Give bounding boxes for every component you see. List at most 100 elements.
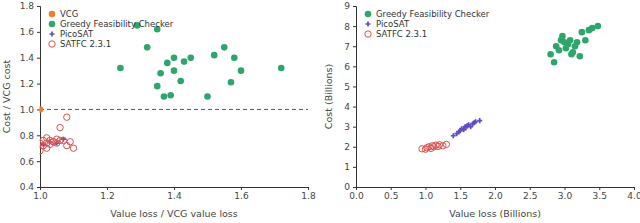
tick-mark: [37, 58, 40, 59]
point: [559, 33, 566, 40]
tick-mark: [426, 187, 427, 190]
tick-label: 6: [344, 62, 350, 72]
tick: 0.0: [349, 187, 364, 201]
point: [477, 118, 482, 123]
chart: 1.01.21.41.61.80.40.60.81.01.21.41.61.8V…: [1, 1, 316, 219]
tick-label: 0.4: [20, 182, 35, 192]
point: [181, 58, 188, 65]
plot-area: [40, 22, 308, 154]
tick: 1.2: [20, 79, 40, 89]
tick-mark: [241, 187, 242, 190]
tick: 2.0: [488, 187, 503, 201]
tick: 3.5: [593, 187, 607, 201]
y-axis-title: Cost (Billions): [323, 64, 334, 129]
reference-line: [40, 109, 308, 110]
tick-label: 1.2: [100, 191, 114, 201]
tick: 5: [344, 82, 356, 92]
tick-label: 4.0: [627, 191, 640, 201]
point: [57, 124, 63, 130]
point: [238, 67, 245, 74]
tick: 3.0: [558, 187, 573, 201]
legend-marker: [365, 31, 371, 37]
point: [556, 47, 563, 54]
tick-label: 1.4: [20, 53, 35, 63]
tick: 1.8: [301, 187, 316, 201]
point: [221, 44, 228, 51]
tick: 2: [344, 142, 356, 152]
tick-label: 1.0: [20, 105, 35, 115]
legend-entry: PicoSAT: [365, 19, 409, 29]
tick: 0.4: [20, 182, 40, 192]
point: [144, 44, 151, 51]
legend-marker: [49, 11, 56, 18]
y-axis-title: Cost / VCG cost: [1, 59, 12, 133]
point: [44, 135, 50, 141]
tick: 4.0: [627, 187, 640, 201]
legend-entry: VCG: [49, 9, 79, 19]
tick: 6: [344, 62, 356, 72]
tick-mark: [634, 187, 635, 190]
legend-entry: Greedy Feasibility Checker: [49, 19, 174, 29]
point: [204, 93, 211, 100]
tick-label: 1.0: [33, 191, 48, 201]
tick-label: 2.5: [523, 191, 537, 201]
point: [567, 37, 574, 44]
legend: VCGGreedy Feasibility CheckerPicoSATSATF…: [49, 9, 174, 49]
point: [211, 52, 218, 59]
tick-mark: [353, 6, 356, 7]
tick: 1.6: [234, 187, 249, 201]
legend-entry: SATFC 2.3.1: [49, 39, 111, 49]
tick-label: 1.8: [301, 191, 316, 201]
legend-label: Greedy Feasibility Checker: [60, 19, 174, 29]
tick-mark: [353, 46, 356, 47]
legend-label: SATFC 2.3.1: [60, 39, 111, 49]
tick-label: 1.2: [20, 79, 34, 89]
tick: 1.0: [419, 187, 434, 201]
tick: 1.6: [20, 27, 40, 37]
tick-mark: [565, 187, 566, 190]
tick-mark: [353, 167, 356, 168]
tick: 1.0: [33, 187, 48, 201]
point: [547, 51, 554, 58]
tick-mark: [174, 187, 175, 190]
tick-mark: [391, 187, 392, 190]
series: [547, 23, 601, 66]
figure: 1.01.21.41.61.80.40.60.81.01.21.41.61.8V…: [0, 0, 640, 223]
tick: 1.4: [20, 53, 40, 63]
legend-label: VCG: [60, 9, 78, 19]
tick-label: 2: [344, 142, 350, 152]
tick: 9: [344, 1, 356, 11]
tick-label: 0.8: [20, 131, 35, 141]
point: [64, 142, 70, 148]
legend: Greedy Feasibility CheckerPicoSATSATFC 2…: [365, 9, 490, 39]
point: [570, 49, 577, 56]
x-axis-title: Value loss / VCG value loss: [110, 208, 238, 219]
tick-label: 3.0: [558, 191, 573, 201]
point: [161, 93, 168, 100]
tick-mark: [530, 187, 531, 190]
axis-line: [353, 7, 357, 188]
legend-label: PicoSAT: [376, 19, 410, 29]
legend-marker: [365, 21, 370, 26]
axis-line: [41, 188, 309, 191]
x-axis: 0.0 0.5 1.0 1.5 2.0 2.5 3.0 3.5 4.0: [349, 187, 640, 201]
y-axis: 0123456789: [344, 1, 356, 192]
point: [595, 23, 602, 30]
tick: 0.5: [384, 187, 398, 201]
axis-line: [357, 188, 635, 191]
point: [44, 145, 50, 151]
point: [187, 54, 194, 61]
series: [40, 114, 77, 154]
legend-label: SATFC 2.3.1: [376, 29, 427, 39]
tick-label: 9: [344, 1, 350, 11]
tick-mark: [37, 187, 40, 188]
tick: 1.5: [454, 187, 468, 201]
tick-mark: [37, 135, 40, 136]
tick: 1.0: [20, 105, 40, 115]
tick: 0.6: [20, 157, 40, 167]
tick-label: 5: [344, 82, 350, 92]
tick-mark: [37, 161, 40, 162]
series: [419, 141, 450, 152]
series: [40, 106, 44, 113]
point: [171, 67, 178, 74]
